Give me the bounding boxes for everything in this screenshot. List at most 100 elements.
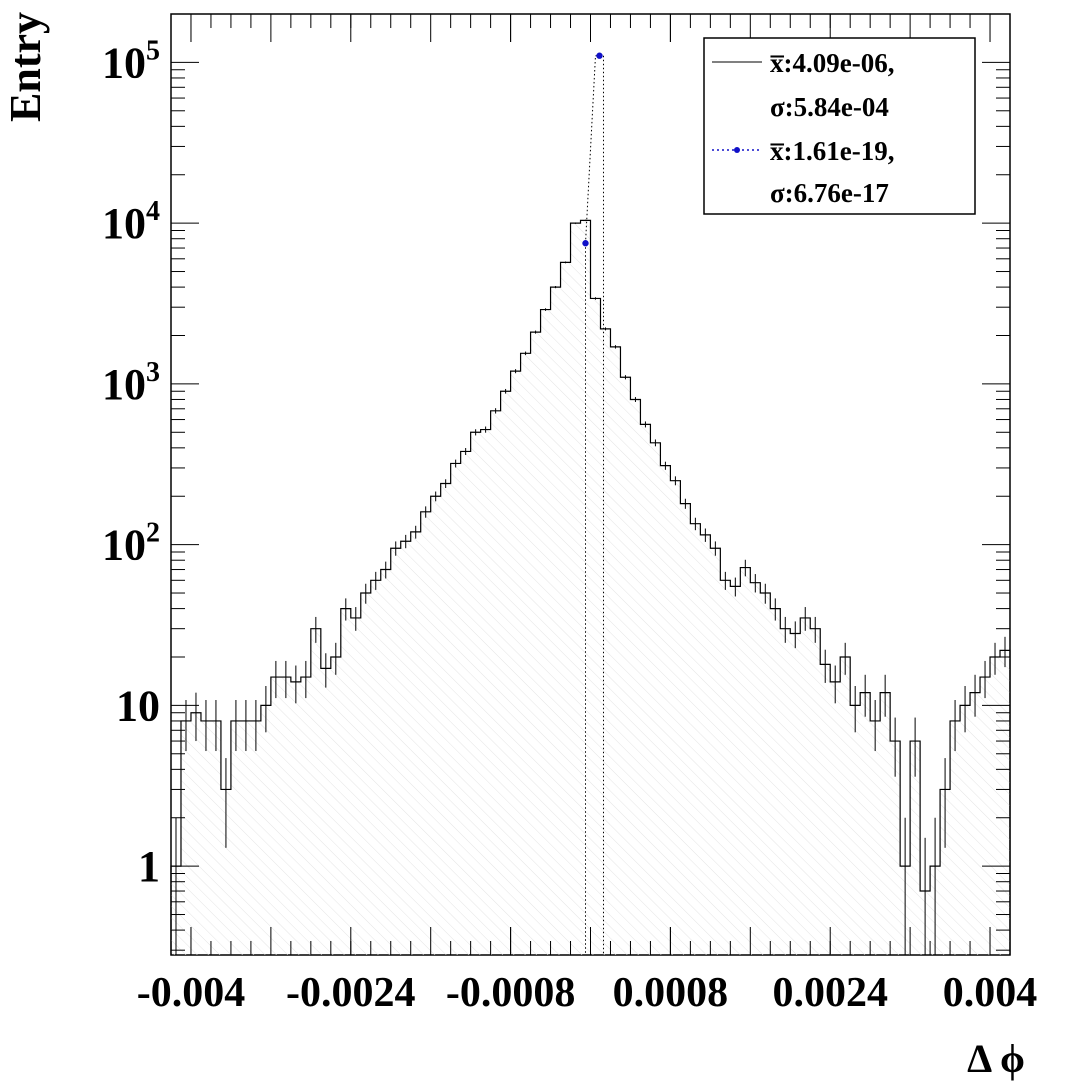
- histogram-bin-fill: [950, 720, 961, 955]
- histogram-bin-fill: [730, 586, 741, 955]
- histogram-bin-fill: [310, 628, 321, 955]
- histogram-bin-fill: [560, 262, 571, 955]
- histogram-bin-fill: [540, 309, 551, 955]
- histogram-bin-fill: [530, 332, 541, 955]
- x-tick-label: -0.0024: [286, 970, 416, 1016]
- histogram-bin-fill: [790, 633, 801, 955]
- histogram-bin-fill: [640, 424, 651, 956]
- histogram-bin-fill: [410, 531, 421, 955]
- histogram-bin-fill: [480, 429, 491, 955]
- histogram-bin-fill: [770, 608, 781, 955]
- histogram-bin-fill: [830, 681, 841, 955]
- histogram-bin-fill: [860, 692, 871, 955]
- x-axis-title: Δ ϕ: [967, 1036, 1025, 1081]
- histogram-bin-fill: [430, 496, 441, 955]
- histogram-bin-fill: [840, 656, 851, 955]
- histogram-error-bars: [175, 219, 1006, 955]
- histogram-bin-fill: [420, 511, 431, 955]
- histogram-bin-fill: [300, 677, 311, 955]
- histogram-bin-fill: [490, 410, 501, 956]
- x-tick-label: -0.0008: [446, 970, 576, 1016]
- histogram-bin-fill: [200, 720, 211, 955]
- histogram-bin-fill: [330, 656, 341, 955]
- legend-series2-line1: x̅:1.61e-19,: [770, 136, 894, 166]
- y-tick-label: 105: [102, 35, 160, 87]
- legend-swatch-marker: [734, 147, 740, 153]
- histogram-bin-fill: [290, 681, 301, 955]
- histogram-bin-fill: [960, 705, 971, 955]
- histogram-bin-fill: [380, 569, 391, 955]
- histogram-bin-fill: [810, 628, 821, 955]
- histogram-bin-fill: [570, 223, 581, 955]
- histogram-bin-fill: [440, 483, 451, 955]
- histogram-bin-fill: [390, 548, 401, 955]
- histogram-bin-fill: [470, 432, 481, 955]
- histogram-bin-fill: [800, 617, 811, 955]
- histogram-bin-fill: [230, 720, 241, 955]
- x-axis-tick-labels: -0.004 -0.0024 -0.0008 0.0008 0.0024 0.004: [137, 970, 1038, 1016]
- histogram-bin-fill: [520, 353, 531, 956]
- histogram-bin-fill: [690, 523, 701, 955]
- histogram-bin-fill: [280, 677, 291, 955]
- histogram-bin-fill: [270, 677, 281, 955]
- histogram-bin-fill: [710, 548, 721, 955]
- y-tick-label: 1: [138, 842, 160, 891]
- legend-series1-line2: σ:5.84e-04: [770, 92, 889, 122]
- histogram-bin-fill: [910, 741, 921, 955]
- y-axis-title: Entry: [1, 12, 50, 122]
- histogram-bin-fill: [610, 346, 621, 955]
- histogram-bin-fill: [350, 617, 361, 955]
- histogram-bin-fill: [1000, 650, 1010, 955]
- histogram-bin-fill: [700, 534, 711, 955]
- y-tick-label: 104: [102, 196, 160, 248]
- legend-series2-line2: σ:6.76e-17: [770, 178, 889, 208]
- histogram-bin-fill: [670, 480, 681, 955]
- dotted-series-connector: [585, 55, 596, 244]
- x-tick-label: 0.004: [943, 970, 1038, 1016]
- histogram-bin-fill: [220, 789, 231, 955]
- histogram-bin-fill: [370, 580, 381, 955]
- histogram-bin-fill: [340, 608, 351, 955]
- x-tick-label: 0.0024: [772, 970, 888, 1016]
- histogram-bin-fill: [650, 442, 661, 955]
- histogram-fill: [171, 220, 1010, 956]
- histogram-bin-fill: [260, 705, 271, 955]
- histogram-bin-fill: [680, 503, 691, 955]
- histogram-bin-fill: [890, 741, 901, 955]
- histogram-bin-fill: [210, 720, 221, 955]
- histogram-bin-fill: [190, 712, 201, 955]
- histogram-bin-fill: [400, 541, 411, 955]
- histogram-bin-fill: [360, 593, 371, 955]
- histogram-bin-fill: [450, 463, 461, 955]
- dotted-series-marker: [596, 52, 603, 59]
- dotted-series: [582, 52, 604, 955]
- histogram-bin-fill: [630, 399, 641, 955]
- histogram-bin-fill: [980, 677, 991, 955]
- histogram-bin-fill: [600, 328, 611, 956]
- y-tick-label: 10: [116, 681, 160, 730]
- histogram-bin-fill: [780, 628, 791, 955]
- histogram-bin-fill: [870, 720, 881, 955]
- histogram-bin-fill: [820, 664, 831, 955]
- histogram-bin-fill: [760, 593, 771, 955]
- histogram-bin-fill: [750, 582, 761, 955]
- y-axis-ticks: [171, 13, 1010, 951]
- y-tick-label: 102: [102, 518, 160, 570]
- histogram-bin-fill: [250, 720, 261, 955]
- histogram-bin-fill: [460, 451, 471, 955]
- histogram-bin-fill: [660, 465, 671, 955]
- histogram-bin-fill: [740, 567, 751, 955]
- x-axis-ticks: [170, 14, 1011, 955]
- y-tick-label: 103: [102, 357, 160, 409]
- histogram-bin-fill: [720, 580, 731, 955]
- histogram-bin-fill: [990, 656, 1001, 955]
- legend-series1-line1: x̅:4.09e-06,: [770, 48, 894, 78]
- histogram-bin-fill: [180, 720, 191, 955]
- histogram-bin-fill: [500, 391, 511, 955]
- histogram-bin-fill: [590, 298, 601, 955]
- histogram-bin-fill: [320, 668, 331, 955]
- x-tick-label: 0.0008: [613, 970, 729, 1016]
- histogram-bin-fill: [940, 789, 951, 955]
- histogram-bin-fill: [510, 371, 521, 955]
